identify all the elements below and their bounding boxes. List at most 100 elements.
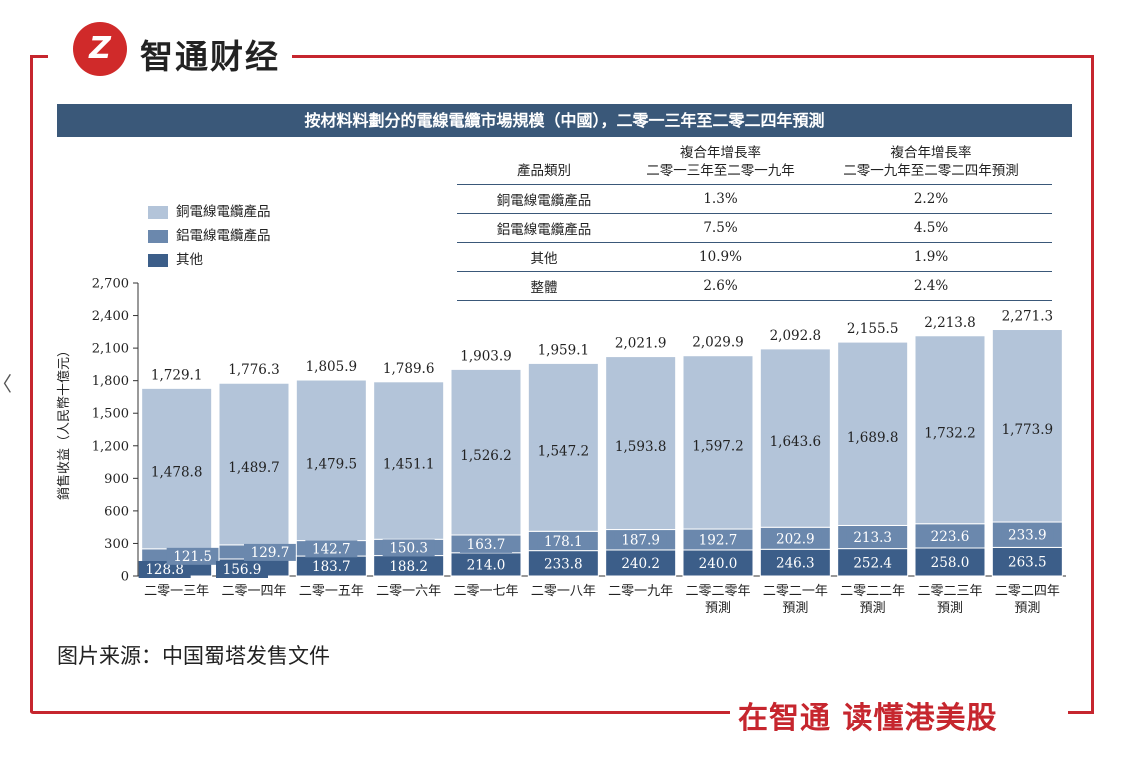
cagr-category: 鋁電線電纜產品	[457, 213, 631, 243]
x-tick-label: 二零二一年	[763, 584, 828, 599]
legend-swatch	[148, 206, 168, 219]
x-tick-label: 預測	[937, 601, 963, 616]
frame-border-top-left	[30, 55, 48, 58]
label-bg-aluminum	[1001, 526, 1054, 544]
x-tick-label: 二零一六年	[376, 584, 441, 599]
x-tick-label: 二零二二年	[840, 584, 905, 599]
data-label-total: 2,021.9	[615, 336, 667, 352]
data-label-aluminum: 150.3	[389, 540, 428, 556]
data-label-total: 1,805.9	[306, 359, 358, 375]
legend-swatch	[148, 230, 168, 243]
cagr-header-col1: 複合年增長率二零一三年至二零一九年	[631, 140, 810, 185]
cagr-header-category: 產品類別	[517, 163, 571, 179]
label-bg-other	[216, 561, 268, 578]
y-tick-label: 300	[104, 537, 129, 552]
table-row: 銅電線電纜產品 1.3% 2.2%	[457, 184, 1052, 214]
x-tick-label: 二零一八年	[531, 584, 596, 599]
cagr-category: 銅電線電纜產品	[457, 184, 631, 214]
data-label-copper: 1,526.2	[460, 448, 512, 464]
data-label-aluminum: 121.5	[173, 549, 212, 565]
data-label-total: 2,271.3	[1002, 309, 1054, 325]
nav-right-arrow-icon[interactable]: 〈	[1124, 368, 1129, 397]
data-label-copper: 1,597.2	[692, 438, 744, 454]
data-label-aluminum: 192.7	[699, 532, 738, 548]
x-tick-label: 二零一三年	[144, 584, 209, 599]
cagr-header-col2-line2: 二零一九年至二零二四年預測	[843, 163, 1019, 179]
logo-text: Z	[89, 31, 111, 66]
data-label-copper: 1,643.6	[770, 434, 822, 450]
label-bg-aluminum	[692, 531, 744, 549]
data-label-total: 2,213.8	[924, 315, 976, 331]
slogan: 在智通 读懂港美股	[738, 701, 998, 736]
x-tick-label: 預測	[860, 601, 886, 616]
y-tick-label: 2,400	[92, 309, 129, 324]
x-tick-label: 預測	[1014, 601, 1040, 616]
data-label-total: 2,029.9	[692, 335, 744, 351]
data-label-aluminum: 163.7	[467, 537, 506, 553]
data-label-aluminum: 187.9	[621, 533, 660, 549]
x-tick-label: 預測	[782, 601, 808, 616]
y-tick-label: 600	[104, 504, 129, 519]
legend-item-copper: 銅電線電纜產品	[148, 200, 271, 220]
data-label-copper: 1,451.1	[383, 457, 435, 473]
label-bg-aluminum	[166, 547, 219, 565]
table-row: 鋁電線電纜產品 7.5% 4.5%	[457, 213, 1052, 243]
cagr-header-col1-line1: 複合年增長率	[680, 145, 761, 161]
label-bg-other	[692, 554, 744, 572]
x-tick-label: 二零一七年	[453, 584, 518, 599]
cagr-value-1: 10.9%	[631, 242, 810, 272]
data-label-other: 156.9	[223, 562, 262, 578]
legend-item-aluminum: 鋁電線電纜產品	[148, 224, 271, 244]
label-bg-copper	[376, 455, 441, 473]
cagr-table: 產品類別 複合年增長率二零一三年至二零一九年 複合年增長率二零一九年至二零二四年…	[457, 140, 1052, 301]
label-bg-aluminum	[846, 529, 899, 547]
data-label-other: 240.0	[699, 556, 738, 572]
brand-name: 智通财经	[140, 37, 280, 76]
cagr-header-col1-line2: 二零一三年至二零一九年	[646, 163, 795, 179]
label-bg-other	[537, 555, 590, 573]
x-tick-label: 預測	[705, 601, 731, 616]
data-label-other: 188.2	[389, 559, 428, 575]
label-bg-other	[846, 554, 899, 572]
y-tick-label: 2,700	[92, 277, 129, 292]
data-label-other: 263.5	[1008, 555, 1047, 571]
label-bg-other	[382, 557, 435, 575]
data-label-total: 1,789.6	[383, 361, 435, 377]
label-bg-copper	[299, 455, 364, 473]
label-bg-aluminum	[769, 530, 822, 548]
data-label-copper: 1,547.2	[538, 443, 590, 459]
legend-item-other: 其他	[148, 248, 203, 268]
label-bg-copper	[686, 437, 750, 455]
data-label-copper: 1,489.7	[228, 460, 280, 476]
data-label-aluminum: 129.7	[251, 545, 290, 561]
brand-logo: Z	[73, 22, 127, 76]
nav-left-arrow-icon[interactable]: 〈	[0, 368, 12, 397]
chart-title: 按材料料劃分的電線電纜市場規模（中國），二零一三年至二零二四年預測	[57, 104, 1072, 137]
cagr-value-1: 2.6%	[631, 271, 810, 301]
data-label-other: 233.8	[544, 556, 583, 572]
x-tick-label: 二零二四年	[995, 584, 1060, 599]
table-row: 整體 2.6% 2.4%	[457, 271, 1052, 301]
data-label-other: 183.7	[312, 559, 351, 575]
legend-label: 其他	[176, 252, 203, 268]
frame-border-bottom-right	[1068, 711, 1094, 714]
data-label-other: 128.8	[145, 562, 184, 578]
y-tick-label: 1,800	[92, 374, 129, 389]
cagr-value-2: 1.9%	[810, 242, 1052, 272]
label-bg-other	[1001, 553, 1054, 571]
cagr-header-col2: 複合年增長率二零一九年至二零二四年預測	[810, 140, 1052, 185]
table-row: 其他 10.9% 1.9%	[457, 242, 1052, 272]
label-bg-copper	[840, 428, 905, 446]
y-tick-label: 900	[104, 472, 129, 487]
frame-border-right	[1091, 55, 1094, 713]
label-bg-aluminum	[924, 527, 976, 545]
data-label-other: 252.4	[853, 555, 892, 571]
frame-border-bottom	[30, 711, 730, 714]
legend-swatch	[148, 254, 168, 267]
y-tick-label: 0	[121, 570, 129, 585]
data-label-total: 1,729.1	[151, 367, 203, 383]
label-bg-other	[924, 554, 976, 572]
data-label-total: 2,092.8	[770, 328, 822, 344]
data-label-copper: 1,593.8	[615, 439, 667, 455]
cagr-header-col2-line1: 複合年增長率	[890, 145, 972, 161]
